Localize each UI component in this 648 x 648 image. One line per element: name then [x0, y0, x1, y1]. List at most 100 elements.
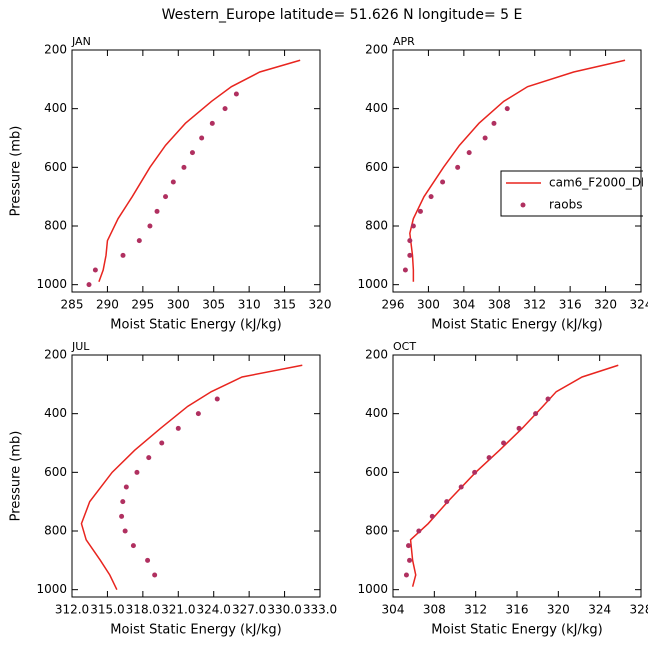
x-tick-label: 321.0	[161, 603, 195, 617]
plot-frame	[71, 49, 321, 293]
panel-title: OCT	[393, 340, 416, 353]
obs-point	[428, 194, 434, 200]
x-tick-label: 320	[309, 298, 332, 312]
y-tick-label: 400	[44, 406, 67, 420]
y-tick-label: 400	[365, 101, 388, 115]
x-tick-label: 324	[630, 298, 648, 312]
obs-point	[170, 179, 176, 185]
obs-point	[233, 91, 239, 97]
x-tick-label: 327.0	[232, 603, 266, 617]
x-tick-label: 300	[417, 298, 440, 312]
obs-point	[429, 513, 435, 519]
panel-title: JUL	[71, 340, 90, 353]
legend-box	[500, 170, 643, 217]
obs-point	[199, 135, 205, 141]
x-tick-label: 324.0	[197, 603, 231, 617]
y-axis-label: Pressure (mb)	[9, 126, 24, 217]
obs-point	[209, 120, 215, 126]
obs-point	[455, 164, 461, 170]
obs-point	[123, 484, 129, 490]
x-tick-label: 312	[464, 603, 487, 617]
x-tick-label: 316	[559, 298, 582, 312]
plot-frame	[71, 354, 321, 598]
x-tick-label: 304	[452, 298, 475, 312]
x-tick-label: 304	[382, 603, 405, 617]
obs-point	[501, 440, 507, 446]
y-tick-label: 800	[44, 219, 67, 233]
x-tick-label: 320	[594, 298, 617, 312]
obs-point	[516, 425, 522, 431]
obs-point	[406, 543, 411, 549]
obs-point	[407, 557, 413, 563]
obs-point	[145, 557, 151, 563]
obs-point	[92, 267, 98, 273]
obs-point	[134, 469, 140, 475]
obs-point	[482, 135, 488, 141]
x-tick-label: 308	[488, 298, 511, 312]
y-tick-label: 600	[44, 465, 67, 479]
legend-dot	[520, 202, 526, 208]
x-tick-label: 308	[423, 603, 446, 617]
obs-point	[119, 513, 125, 519]
obs-point	[440, 179, 446, 185]
obs-point	[491, 120, 497, 126]
figure-title: Western_Europe latitude= 51.626 N longit…	[162, 7, 523, 23]
obs-point	[486, 455, 492, 461]
x-axis-label: Moist Static Energy (kJ/kg)	[110, 318, 281, 333]
obs-point	[152, 572, 158, 578]
x-tick-label: 320	[547, 603, 570, 617]
x-tick-label: 324	[588, 603, 611, 617]
y-tick-label: 600	[365, 160, 388, 174]
obs-point	[146, 455, 152, 461]
plot-frame	[392, 354, 642, 598]
x-tick-label: 328	[630, 603, 648, 617]
legend-label: cam6_F2000_DE	[549, 176, 648, 190]
obs-point	[147, 223, 153, 229]
model-line	[98, 59, 301, 282]
y-tick-label: 200	[365, 43, 388, 57]
obs-point	[122, 528, 128, 534]
obs-point	[504, 106, 510, 112]
obs-point	[444, 499, 450, 505]
x-tick-label: 330.0	[267, 603, 301, 617]
y-tick-label: 600	[365, 465, 388, 479]
x-axis-label: Moist Static Energy (kJ/kg)	[110, 623, 281, 638]
panel-title: APR	[393, 35, 415, 48]
model-line	[409, 364, 619, 587]
x-tick-label: 318.0	[126, 603, 160, 617]
model-line	[80, 364, 303, 590]
obs-point	[175, 425, 181, 431]
obs-point	[136, 238, 142, 244]
x-tick-label: 310	[238, 298, 261, 312]
y-tick-label: 600	[44, 160, 67, 174]
obs-point	[120, 499, 126, 505]
y-tick-label: 200	[44, 43, 67, 57]
x-tick-label: 333.0	[303, 603, 337, 617]
obs-point	[403, 572, 409, 578]
x-tick-label: 315.0	[90, 603, 124, 617]
x-tick-label: 295	[131, 298, 154, 312]
panel-title: JAN	[71, 35, 91, 48]
x-tick-label: 315	[273, 298, 296, 312]
obs-point	[407, 238, 413, 244]
obs-point	[120, 252, 126, 258]
obs-point	[86, 282, 92, 288]
y-tick-label: 800	[365, 524, 388, 538]
obs-point	[154, 208, 160, 214]
obs-point	[416, 528, 422, 534]
obs-point	[466, 150, 472, 156]
x-tick-label: 300	[167, 298, 190, 312]
y-tick-label: 400	[44, 101, 67, 115]
x-tick-label: 316	[506, 603, 529, 617]
obs-point	[458, 484, 464, 490]
model-line	[409, 59, 626, 282]
y-tick-label: 200	[365, 348, 388, 362]
x-tick-label: 285	[61, 298, 84, 312]
x-tick-label: 312	[523, 298, 546, 312]
obs-point	[163, 194, 169, 200]
x-tick-label: 290	[96, 298, 119, 312]
obs-point	[189, 150, 195, 156]
y-tick-label: 800	[365, 219, 388, 233]
